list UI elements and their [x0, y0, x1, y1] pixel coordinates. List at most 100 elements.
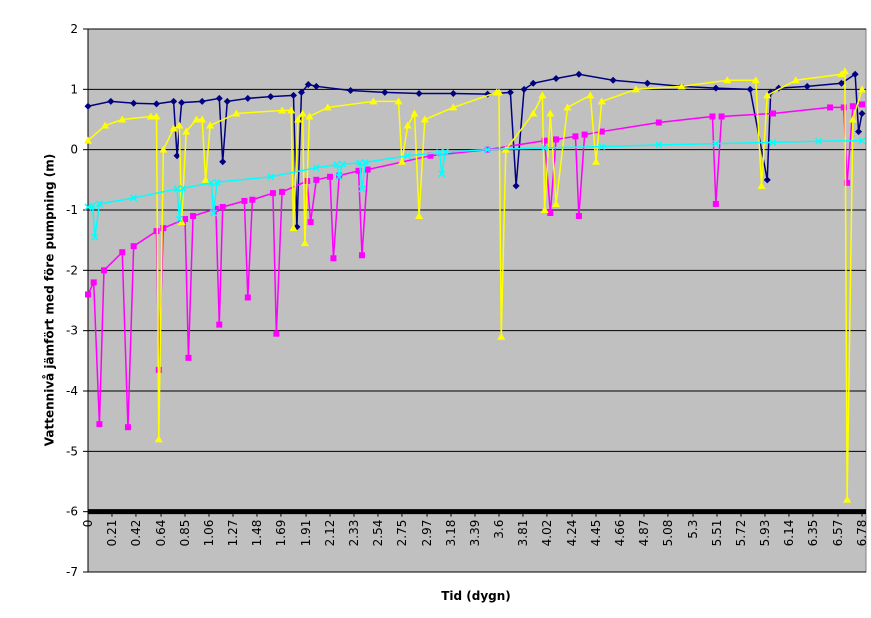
marker — [631, 85, 640, 93]
marker — [849, 103, 856, 110]
marker — [339, 160, 347, 168]
marker — [305, 112, 314, 120]
x-tick-label: 5.51 — [710, 520, 724, 547]
marker — [449, 103, 458, 111]
marker — [572, 133, 579, 140]
x-tick-label: 6.78 — [855, 520, 869, 547]
marker — [182, 127, 191, 135]
marker — [827, 104, 834, 111]
marker — [182, 216, 189, 223]
marker — [751, 76, 760, 84]
marker — [494, 88, 503, 96]
marker — [712, 140, 720, 148]
marker — [723, 76, 732, 84]
marker — [643, 79, 651, 87]
x-tick-label: 4.87 — [637, 520, 651, 547]
marker — [718, 113, 725, 120]
marker — [173, 185, 181, 193]
marker — [547, 210, 554, 217]
marker — [160, 225, 167, 232]
marker — [381, 88, 389, 96]
marker — [815, 137, 823, 145]
marker — [212, 205, 219, 212]
marker — [298, 109, 307, 117]
marker — [219, 158, 227, 166]
y-tick-label: -6 — [66, 505, 78, 519]
x-tick-label: 1.69 — [274, 520, 288, 547]
marker — [497, 332, 506, 340]
marker — [130, 194, 138, 202]
marker — [279, 188, 286, 195]
marker — [190, 213, 197, 220]
marker — [223, 97, 231, 105]
y-tick-label: -2 — [66, 263, 78, 277]
x-tick-label: 0.42 — [129, 520, 143, 547]
x-tick-label: 2.75 — [395, 520, 409, 547]
marker — [90, 279, 97, 286]
marker — [369, 97, 378, 105]
marker — [791, 76, 800, 84]
y-axis-title: Vattennivå jämfört med före pumpning (m) — [43, 154, 57, 446]
marker — [198, 97, 206, 105]
y-tick-label: 2 — [70, 22, 78, 36]
marker — [746, 85, 754, 93]
marker — [415, 90, 423, 98]
y-tick-label: 1 — [70, 82, 78, 96]
marker — [843, 495, 852, 503]
marker — [563, 103, 572, 111]
marker — [397, 157, 406, 165]
series-line — [87, 72, 863, 227]
marker — [170, 97, 178, 105]
marker — [207, 179, 215, 187]
marker — [394, 97, 403, 105]
marker — [118, 115, 127, 123]
x-tick-label: 3.6 — [492, 520, 506, 539]
marker — [427, 152, 434, 159]
marker — [358, 185, 366, 193]
marker — [297, 88, 305, 96]
marker — [575, 70, 583, 78]
marker — [712, 200, 719, 207]
marker — [484, 146, 492, 154]
marker — [855, 128, 863, 136]
marker — [358, 252, 365, 259]
marker — [837, 79, 845, 87]
marker — [152, 100, 160, 108]
marker — [154, 435, 163, 443]
marker — [512, 182, 520, 190]
y-tick-label: -4 — [66, 384, 78, 398]
marker — [312, 164, 320, 172]
marker — [677, 82, 686, 90]
marker — [575, 213, 582, 220]
marker — [269, 190, 276, 197]
marker — [201, 175, 210, 183]
marker — [84, 102, 92, 110]
x-tick-label: 5.3 — [686, 520, 700, 539]
marker — [529, 79, 537, 87]
marker — [553, 136, 560, 143]
y-tick-label: -7 — [66, 565, 78, 579]
marker — [152, 112, 161, 120]
marker — [198, 115, 207, 123]
marker — [403, 121, 412, 129]
marker — [609, 76, 617, 84]
marker — [848, 115, 857, 123]
marker — [415, 212, 424, 220]
marker — [541, 137, 548, 144]
marker — [335, 173, 343, 181]
marker — [436, 149, 444, 157]
marker — [244, 294, 251, 301]
marker — [289, 91, 297, 99]
marker — [763, 176, 771, 184]
marker — [312, 82, 320, 90]
marker — [410, 109, 419, 117]
marker — [278, 106, 287, 114]
marker — [215, 94, 223, 102]
marker — [216, 321, 223, 328]
marker — [210, 209, 218, 217]
marker — [289, 224, 298, 232]
marker — [96, 421, 103, 428]
marker — [655, 141, 663, 149]
x-tick-label: 2.54 — [371, 520, 385, 547]
